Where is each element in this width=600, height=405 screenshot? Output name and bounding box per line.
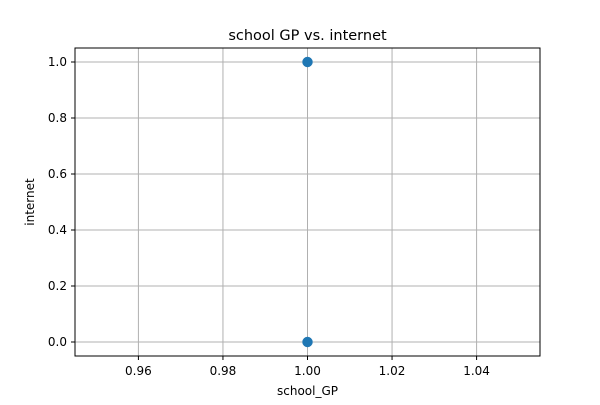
- x-tick-label: 1.00: [294, 364, 321, 378]
- x-tick-label: 0.96: [125, 364, 152, 378]
- x-tick-label: 0.98: [210, 364, 237, 378]
- y-tick-label: 0.2: [48, 279, 67, 293]
- y-axis-label: internet: [23, 178, 37, 226]
- x-axis-label: school_GP: [277, 384, 338, 398]
- y-tick-label: 0.6: [48, 167, 67, 181]
- x-tick-label: 1.04: [463, 364, 490, 378]
- y-tick-label: 1.0: [48, 55, 67, 69]
- y-tick-label: 0.0: [48, 335, 67, 349]
- chart-title: school GP vs. internet: [228, 28, 387, 44]
- data-points: [302, 56, 313, 348]
- axis-ticks: 0.96 0.98 1.00 1.02 1.04 0.0 0.2 0.4 0.6 0.8 1.0: [48, 55, 490, 378]
- y-tick-label: 0.4: [48, 223, 67, 237]
- scatter-point: [302, 336, 313, 348]
- y-tick-label: 0.8: [48, 111, 67, 125]
- scatter-point: [302, 56, 313, 68]
- x-tick-label: 1.02: [379, 364, 406, 378]
